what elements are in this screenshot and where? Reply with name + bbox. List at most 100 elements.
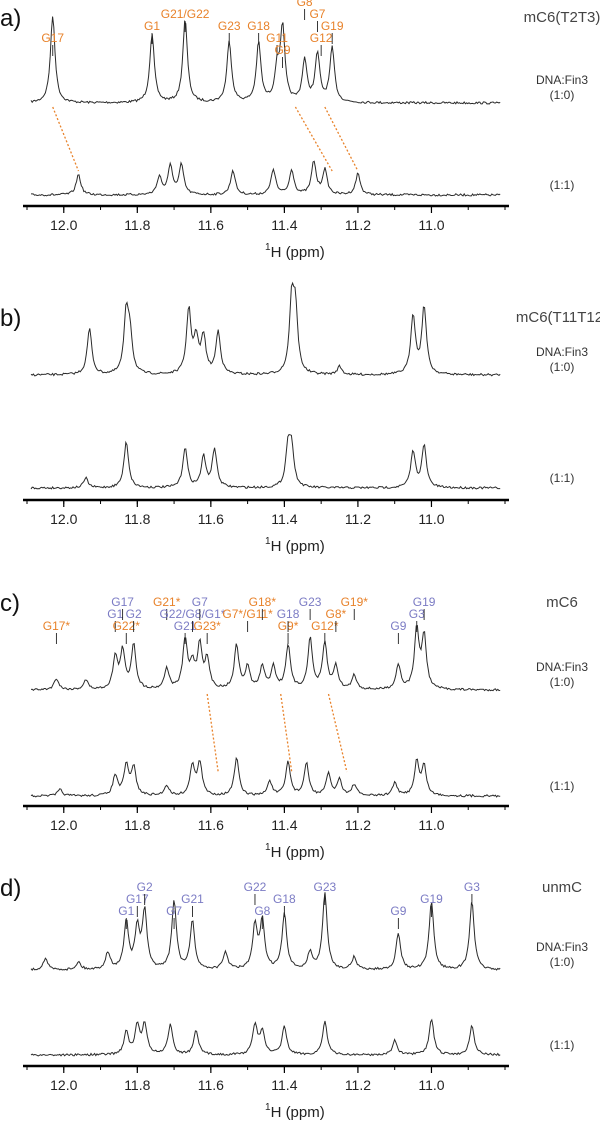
peak-assignment: G17 <box>41 31 64 45</box>
peak-assignment: G19 <box>321 19 344 33</box>
shift-connector <box>324 106 359 172</box>
panel-c: c) mC6 DNA:Fin3(1:0) (1:1) 12.0 11.8 11.6 11.4 1… <box>0 590 588 861</box>
shift-connector <box>206 693 219 773</box>
x-tick-label: 11.6 <box>198 511 224 527</box>
x-tick-label: 11.0 <box>418 511 444 527</box>
peak-assignment: G23* <box>193 619 221 633</box>
peak-assignment: G8 <box>254 904 270 918</box>
peak-assignment: G21/G22 <box>161 7 210 21</box>
peak-assignment: G23 <box>299 595 322 609</box>
x-tick-label: 11.2 <box>345 217 371 233</box>
x-tick-label: 11.6 <box>198 817 224 833</box>
peak-assignment: G17* <box>43 619 71 633</box>
ratio-value-top: (1:0) <box>550 675 575 689</box>
ratio-label: DNA:Fin3 <box>536 73 588 87</box>
x-tick-label: 11.6 <box>198 1077 224 1093</box>
peak-assignment: G18 <box>273 892 296 906</box>
x-tick-label: 11.8 <box>124 817 150 833</box>
peak-assignment: G2 <box>137 880 153 894</box>
sample-title: mC6 <box>546 594 578 611</box>
x-tick-label: 11.2 <box>345 1077 371 1093</box>
panel-d: d) unmC DNA:Fin3(1:0) (1:1) 12.0 11.8 11.6 11.4… <box>0 875 588 1121</box>
x-tick-label: 11.4 <box>271 1077 297 1093</box>
ratio-label: DNA:Fin3 <box>536 940 588 954</box>
peak-assignment: G7 <box>309 7 325 21</box>
shift-connector <box>52 106 80 172</box>
peak-assignment: G3 <box>464 880 480 894</box>
ratio-label: DNA:Fin3 <box>536 660 588 674</box>
peak-assignment: G7*/G11* <box>222 607 273 621</box>
x-tick-label: 11.0 <box>418 217 444 233</box>
ratio-value-bottom: (1:1) <box>550 1038 575 1052</box>
x-tick-label: 12.0 <box>50 217 77 233</box>
ratio-value-bottom: (1:1) <box>550 471 575 485</box>
peak-assignment: G12 <box>310 31 333 45</box>
spectrum-trace-1-1 <box>30 756 501 798</box>
spectrum-trace-1-1 <box>30 434 501 490</box>
panel-a: a) mC6(T2T3) DNA:Fin3(1:0) (1:1) 12.0 11.8 11.… <box>0 0 600 261</box>
x-tick-label: 11.4 <box>271 217 297 233</box>
peak-assignment: G1 <box>118 904 134 918</box>
ratio-label: DNA:Fin3 <box>536 345 588 359</box>
peak-assignment: G23 <box>218 19 241 33</box>
x-tick-label: 11.2 <box>345 817 371 833</box>
peak-assignment: G21* <box>153 595 181 609</box>
peak-assignment: G7 <box>192 595 208 609</box>
peak-assignment: G9 <box>275 43 291 57</box>
panel-letter: d) <box>0 875 21 902</box>
ratio-value-bottom: (1:1) <box>550 178 575 192</box>
spectrum-trace-1-0 <box>30 281 501 377</box>
peak-assignment: G8* <box>326 607 347 621</box>
panel-letter: a) <box>0 5 21 32</box>
x-tick-label: 11.4 <box>271 511 297 527</box>
x-axis-title: 1H (ppm) <box>265 1102 325 1121</box>
peak-assignment: G11 <box>266 31 288 45</box>
x-tick-label: 11.8 <box>124 217 150 233</box>
x-tick-label: 12.0 <box>50 1077 77 1093</box>
peak-assignment: G18 <box>247 19 270 33</box>
peak-assignment: G3 <box>409 607 425 621</box>
peak-assignment: G21 <box>181 892 204 906</box>
shift-connector <box>294 106 333 172</box>
peak-assignment: G7 <box>166 904 182 918</box>
x-axis-title: 1H (ppm) <box>265 842 325 861</box>
spectrum-trace-1-1 <box>31 160 501 197</box>
peak-assignment: G22 <box>244 880 267 894</box>
shift-connector <box>327 693 348 773</box>
ratio-value-bottom: (1:1) <box>550 779 575 793</box>
x-tick-label: 11.0 <box>418 817 444 833</box>
x-tick-label: 11.4 <box>271 817 297 833</box>
peak-assignment: G17 <box>111 595 134 609</box>
peak-assignment: G2 <box>126 607 142 621</box>
spectrum-trace-1-0 <box>30 892 501 971</box>
x-tick-label: 11.2 <box>345 511 371 527</box>
peak-assignment: G1 <box>144 19 160 33</box>
x-tick-label: 11.8 <box>124 1077 150 1093</box>
peak-assignment: G19 <box>420 892 443 906</box>
sample-title: mC6(T11T12) <box>516 309 600 326</box>
peak-assignment: G9 <box>390 904 406 918</box>
peak-assignment: G9 <box>390 619 406 633</box>
spectrum-trace-1-1 <box>30 1018 501 1057</box>
peak-assignment: G8 <box>297 0 313 9</box>
peak-assignment: G19* <box>341 595 369 609</box>
peak-assignment: G21 <box>174 619 197 633</box>
sample-title: mC6(T2T3) <box>524 9 600 26</box>
x-tick-label: 11.0 <box>418 1077 444 1093</box>
x-tick-label: 11.8 <box>124 511 150 527</box>
spectrum-trace-1-0 <box>30 16 501 105</box>
peak-assignment: G22* <box>113 619 141 633</box>
x-axis-title: 1H (ppm) <box>265 242 325 261</box>
peak-assignment: G1 <box>107 607 123 621</box>
peak-assignment: G22/G8/G1* <box>159 607 225 621</box>
sample-title: unmC <box>542 879 582 896</box>
x-tick-label: 11.6 <box>198 217 224 233</box>
ratio-value-top: (1:0) <box>550 955 575 969</box>
ratio-value-top: (1:0) <box>550 88 575 102</box>
peak-assignment: G18 <box>277 607 300 621</box>
peak-assignment: G23 <box>313 880 336 894</box>
peak-assignment: G19 <box>413 595 436 609</box>
peak-assignment: G18* <box>249 595 277 609</box>
x-tick-label: 12.0 <box>50 511 77 527</box>
